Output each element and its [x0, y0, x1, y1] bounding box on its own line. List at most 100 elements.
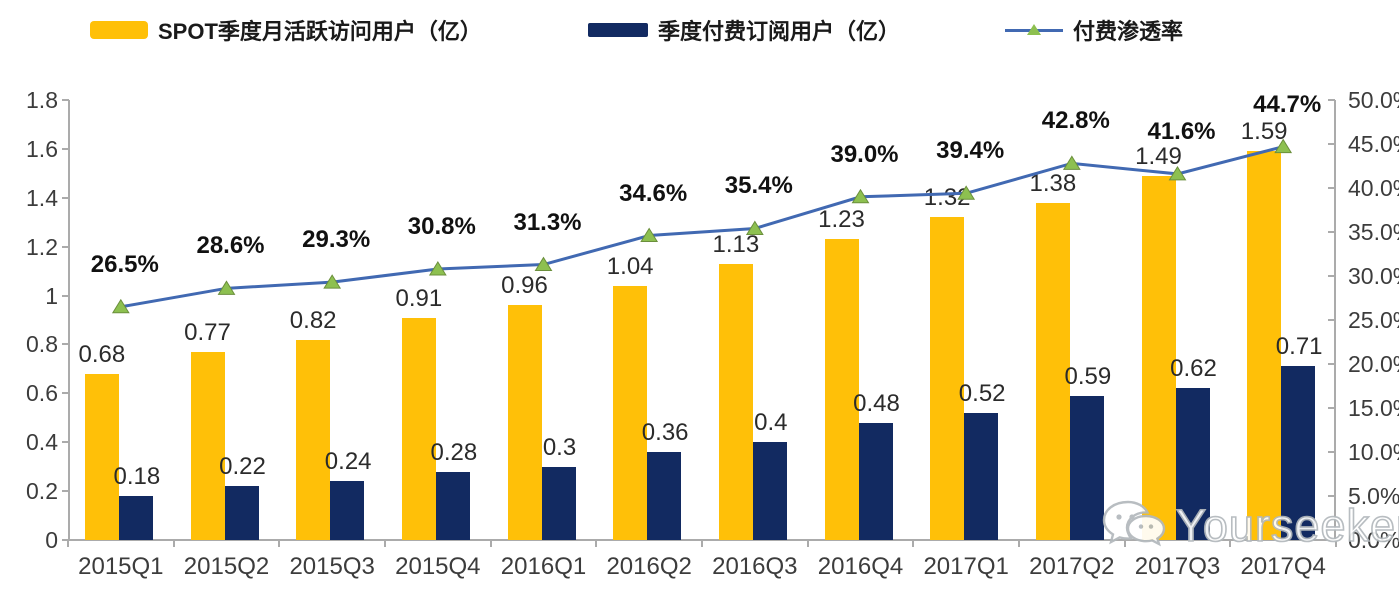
- penetration-marker-2016Q4: [851, 188, 870, 204]
- y-axis-left-tick: [62, 99, 69, 101]
- pct-label-2016Q1: 31.3%: [513, 208, 582, 236]
- bar-subscribers-2015Q1: [118, 496, 153, 540]
- y-axis-right-tick: [1328, 495, 1335, 497]
- x-axis-tick: [806, 540, 809, 547]
- y-axis-right-tick-label: 25.0%: [1348, 307, 1399, 333]
- bar-label-mau-2015Q4: 0.91: [395, 284, 443, 312]
- x-axis-tick: [1123, 540, 1126, 547]
- x-axis-category-label: 2015Q3: [289, 553, 375, 580]
- y-axis-left-tick-label: 1.6: [26, 135, 58, 162]
- x-axis-category-label: 2016Q1: [500, 553, 587, 580]
- x-axis-category-label: 2017Q1: [923, 553, 1009, 580]
- y-axis-right-tick: [1328, 451, 1335, 453]
- penetration-marker-2016Q1: [534, 256, 553, 272]
- bar-label-subscribers-2015Q2: 0.22: [219, 453, 266, 481]
- legend-label-penetration: 付费渗透率: [1073, 19, 1184, 44]
- bar-label-mau-2016Q3: 1.13: [712, 230, 760, 258]
- bar-label-mau-2017Q1: 1.32: [923, 184, 971, 212]
- pct-label-2017Q2: 42.8%: [1041, 107, 1110, 135]
- bar-label-mau-2017Q2: 1.38: [1029, 169, 1077, 197]
- bar-mau-2015Q1: [84, 373, 119, 540]
- y-axis-right: [1334, 100, 1336, 540]
- penetration-line-swatch: [1005, 23, 1063, 37]
- x-axis-category-label: 2016Q4: [817, 553, 904, 580]
- y-axis-left-tick-label: 0.2: [26, 478, 58, 505]
- legend-label-mau: SPOT季度月活跃访问用户（亿）: [158, 19, 482, 44]
- bar-mau-2015Q4: [401, 317, 436, 540]
- pct-label-2015Q3: 29.3%: [302, 226, 371, 254]
- bar-label-mau-2016Q4: 1.23: [818, 206, 865, 234]
- x-axis-tick: [701, 540, 703, 547]
- y-axis-left-tick: [62, 539, 69, 541]
- pct-label-2016Q2: 34.6%: [619, 179, 688, 207]
- bar-mau-2016Q1: [507, 305, 542, 540]
- bar-subscribers-2015Q4: [435, 471, 470, 540]
- y-axis-right-tick: [1328, 275, 1335, 277]
- penetration-marker-2017Q2: [1062, 155, 1081, 170]
- bar-label-subscribers-2017Q1: 0.52: [958, 379, 1006, 407]
- y-axis-right-tick: [1328, 231, 1335, 233]
- bar-subscribers-2017Q3: [1175, 388, 1210, 540]
- bar-subscribers-2016Q2: [647, 452, 682, 540]
- bar-mau-2016Q3: [718, 263, 753, 540]
- legend-item-penetration: 付费渗透率: [1005, 16, 1183, 44]
- bar-subscribers-2017Q1: [964, 412, 999, 540]
- pct-label-2017Q4: 44.7%: [1253, 90, 1322, 118]
- bar-label-mau-2015Q2: 0.77: [184, 318, 231, 346]
- bar-subscribers-2016Q4: [858, 422, 893, 540]
- pct-label-2016Q4: 39.0%: [830, 140, 899, 168]
- x-axis-tick: [67, 540, 69, 547]
- x-axis-category-label: 2015Q1: [78, 553, 164, 580]
- x-axis-tick: [172, 540, 175, 547]
- y-axis-left-tick: [62, 147, 69, 150]
- x-axis-tick: [912, 540, 915, 547]
- triangle-marker-icon: [1027, 24, 1041, 35]
- bar-label-subscribers-2016Q1: 0.3: [542, 433, 577, 461]
- watermark-text: Yourseeker: [1175, 499, 1399, 552]
- x-axis-tick: [1229, 540, 1232, 547]
- y-axis-left-tick-label: 0.6: [26, 380, 58, 407]
- bar-label-subscribers-2015Q3: 0.24: [324, 448, 372, 476]
- y-axis-left-tick-label: 1.8: [26, 87, 58, 113]
- bar-subscribers-2015Q3: [330, 481, 365, 540]
- x-axis-tick: [1335, 540, 1337, 547]
- y-axis-left-tick-label: 0: [45, 527, 58, 553]
- pct-label-2015Q1: 26.5%: [90, 250, 159, 278]
- y-axis-left-tick-label: 0.8: [26, 331, 58, 358]
- x-axis-category-label: 2016Q3: [712, 553, 798, 580]
- bar-label-mau-2016Q2: 1.04: [606, 252, 654, 280]
- penetration-line: [120, 145, 1284, 309]
- bar-subscribers-2017Q4: [1281, 366, 1316, 540]
- y-axis-right-tick-label: 50.0%: [1348, 87, 1399, 113]
- x-axis-tick: [489, 540, 492, 547]
- y-axis-right-tick-label: 30.0%: [1348, 263, 1399, 289]
- watermark: Yourseeker: [1098, 498, 1399, 554]
- y-axis-left-tick-label: 1.4: [26, 184, 58, 211]
- bar-subscribers-2015Q2: [224, 486, 259, 540]
- y-axis-right-tick: [1328, 539, 1335, 541]
- bar-label-subscribers-2016Q3: 0.4: [754, 409, 788, 437]
- y-axis-left: [68, 100, 70, 540]
- y-axis-right-tick: [1328, 187, 1335, 189]
- pct-label-2017Q3: 41.6%: [1147, 117, 1216, 145]
- y-axis-right-tick-label: 15.0%: [1348, 395, 1399, 421]
- penetration-marker-2015Q3: [323, 274, 342, 289]
- bar-subscribers-2016Q1: [541, 466, 576, 540]
- y-axis-left-tick: [62, 490, 69, 493]
- y-axis-left-tick-label: 1: [45, 282, 58, 309]
- x-axis-tick: [1018, 540, 1020, 547]
- wechat-icon: [1102, 500, 1166, 547]
- y-axis-right-tick-label: 5.0%: [1348, 483, 1399, 509]
- y-axis-left-tick: [62, 343, 69, 346]
- y-axis-right-tick-label: 10.0%: [1348, 439, 1399, 465]
- y-axis-left-tick: [62, 392, 69, 395]
- bar-label-subscribers-2015Q1: 0.18: [113, 463, 161, 490]
- y-axis-right-tick: [1328, 319, 1335, 321]
- penetration-marker-2015Q4: [428, 261, 447, 276]
- x-axis-tick: [384, 540, 386, 547]
- bar-label-subscribers-2017Q4: 0.71: [1275, 333, 1323, 361]
- y-axis-right-tick: [1328, 99, 1335, 101]
- y-axis-left-tick: [62, 245, 69, 248]
